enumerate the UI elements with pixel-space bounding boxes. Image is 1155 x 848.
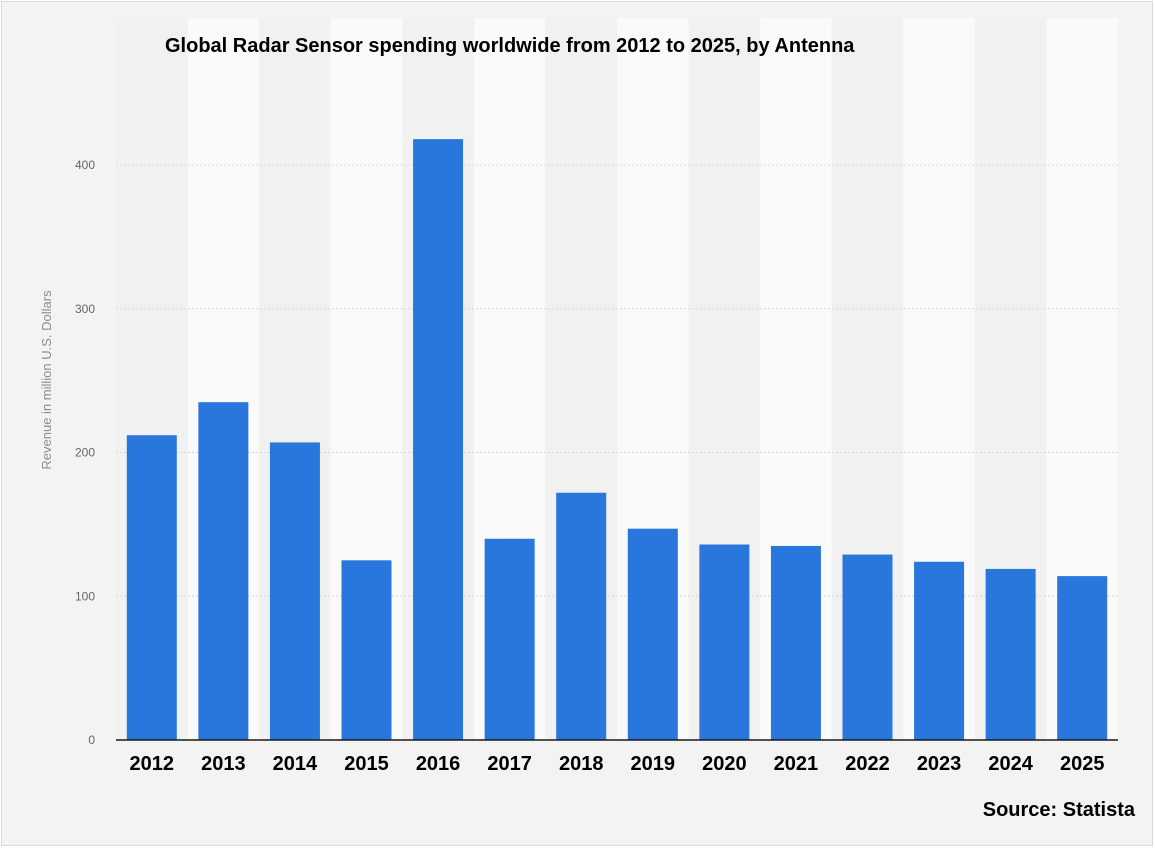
bar-2022	[842, 554, 893, 740]
bar-2025	[1057, 576, 1108, 740]
x-tick-label: 2020	[702, 753, 747, 775]
x-tick-label: 2024	[988, 753, 1033, 775]
bar-2013	[198, 402, 249, 740]
source-label: Source: Statista	[983, 799, 1136, 821]
x-axis-ticks: 2012 2013 2014 2015 2016 2017 2018 2019 2020 2021…	[130, 753, 1105, 775]
bar-2020	[699, 544, 750, 740]
chart-title: Global Radar Sensor spending worldwide f…	[165, 35, 855, 57]
x-tick-label: 2015	[344, 753, 389, 775]
x-tick-label: 2013	[201, 753, 246, 775]
bar-2018	[556, 492, 607, 740]
x-tick-label: 2021	[774, 753, 819, 775]
y-tick-label: 300	[75, 302, 95, 316]
x-tick-label: 2022	[845, 753, 890, 775]
bar-2017	[484, 538, 535, 740]
bar-2016	[413, 139, 464, 740]
x-tick-label: 2025	[1060, 753, 1105, 775]
x-tick-label: 2019	[631, 753, 676, 775]
x-tick-label: 2014	[273, 753, 318, 775]
x-tick-label: 2018	[559, 753, 604, 775]
bar-2014	[269, 442, 320, 740]
bars	[126, 139, 1108, 740]
bar-2021	[770, 545, 821, 740]
y-tick-label: 200	[75, 446, 95, 460]
x-tick-label: 2017	[487, 753, 532, 775]
bar-2012	[126, 435, 177, 740]
bar-2023	[914, 561, 965, 740]
bar-2019	[627, 528, 678, 740]
y-axis-label: Revenue in million U.S. Dollars	[39, 290, 54, 470]
gridlines	[116, 164, 1118, 597]
y-tick-label: 0	[88, 733, 95, 747]
bar-2024	[985, 568, 1036, 740]
bar-2015	[341, 560, 392, 740]
y-axis-ticks: 0 100 200 300 400	[75, 158, 95, 747]
column-bands	[116, 18, 1118, 740]
y-tick-label: 400	[75, 158, 95, 172]
x-tick-label: 2016	[416, 753, 461, 775]
y-tick-label: 100	[75, 589, 95, 603]
x-tick-label: 2023	[917, 753, 962, 775]
x-tick-label: 2012	[130, 753, 175, 775]
